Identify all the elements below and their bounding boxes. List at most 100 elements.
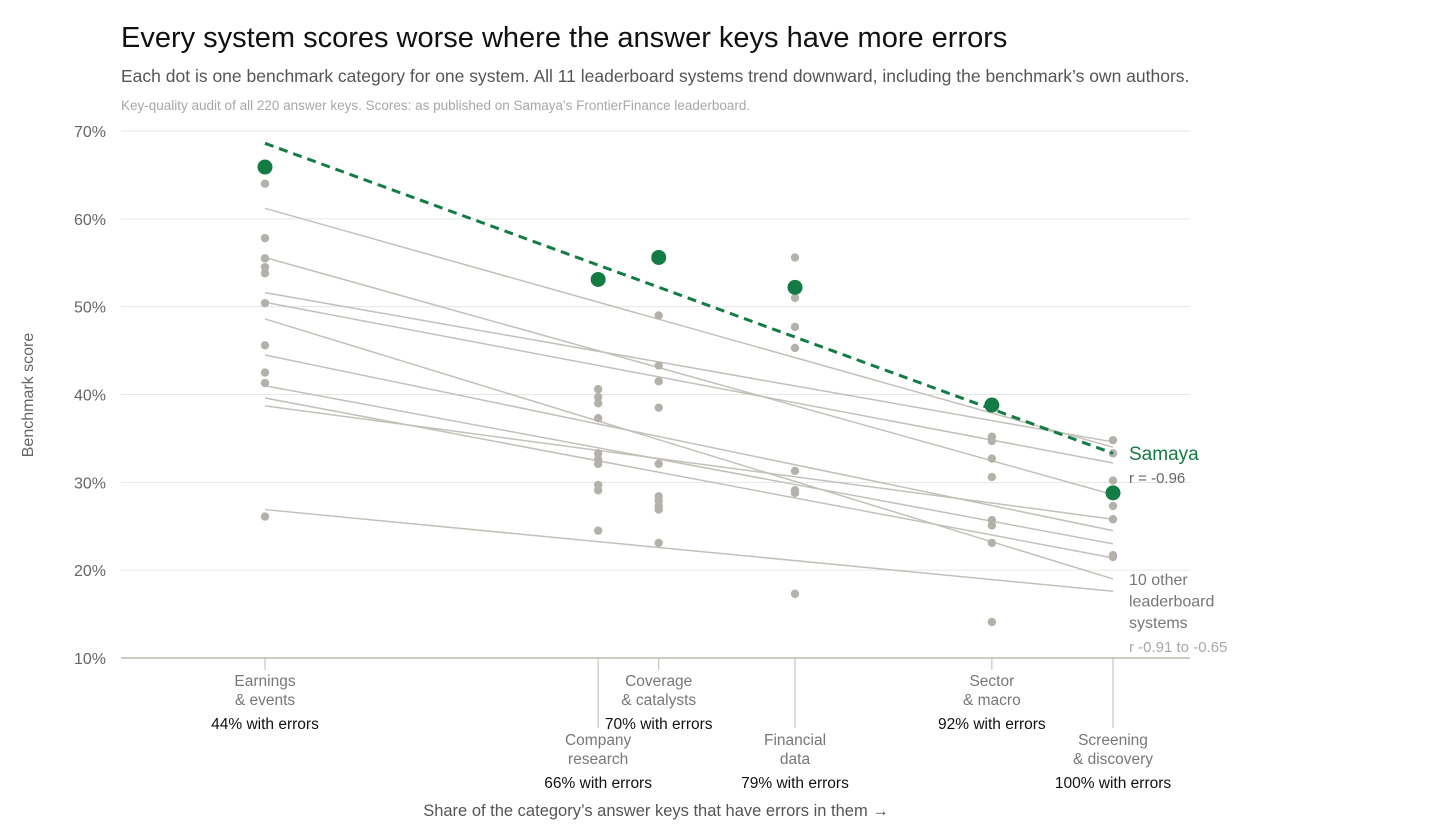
other-system-trendline — [264, 405, 1114, 520]
other-system-point — [1108, 435, 1118, 445]
other-system-point — [593, 392, 603, 402]
other-system-point — [1108, 501, 1118, 511]
other-system-point — [654, 311, 663, 320]
samaya-point — [651, 249, 667, 265]
other-system-point — [593, 459, 603, 469]
category-label: Company — [565, 732, 632, 749]
samaya-label: Samaya — [1129, 444, 1199, 465]
other-system-point — [593, 486, 603, 495]
category-label: & macro — [963, 692, 1021, 709]
other-system-point — [1108, 476, 1118, 485]
category-error-share: 100% with errors — [1055, 775, 1172, 792]
category-label: Screening — [1078, 732, 1148, 749]
other-system-point — [1108, 515, 1118, 524]
other-systems-label: systems — [1129, 615, 1188, 632]
other-system-point — [260, 233, 270, 243]
y-axis-label: Benchmark score — [20, 333, 37, 458]
other-system-point — [260, 269, 270, 278]
other-system-trendline — [264, 318, 1114, 580]
other-system-trendline — [264, 256, 1114, 496]
other-system-trendline — [264, 354, 1114, 532]
other-system-point — [260, 368, 270, 377]
other-system-point — [987, 472, 997, 482]
category-label: data — [780, 751, 811, 768]
other-system-point — [790, 343, 800, 353]
category-label: Coverage — [625, 673, 692, 690]
other-system-trendline — [264, 397, 1114, 559]
category-error-share: 66% with errors — [544, 775, 652, 792]
category-error-share: 70% with errors — [605, 716, 713, 733]
other-system-point — [593, 449, 603, 458]
other-system-point — [260, 254, 270, 263]
other-systems-label: 10 other — [1129, 572, 1188, 589]
gridlines — [121, 130, 1190, 659]
other-system-point — [260, 298, 270, 308]
other-system-point — [593, 385, 603, 394]
other-system-point — [790, 589, 800, 599]
y-tick-label: 70% — [74, 124, 106, 141]
x-axis-label: Share of the category’s answer keys that… — [423, 802, 889, 820]
other-system-point — [790, 322, 800, 332]
other-system-point — [654, 377, 663, 386]
other-systems-trendlines — [264, 207, 1114, 592]
other-system-point — [260, 262, 270, 272]
other-system-point — [987, 454, 997, 463]
other-system-point — [654, 538, 663, 548]
chart-subtitle: Each dot is one benchmark category for o… — [121, 66, 1190, 86]
samaya-point — [590, 271, 606, 287]
samaya-point — [787, 279, 803, 295]
other-system-point — [790, 253, 800, 262]
other-system-trendline — [264, 301, 1114, 464]
other-system-point — [1108, 552, 1118, 562]
other-system-point — [654, 459, 663, 469]
other-systems-r-label: r -0.91 to -0.65 — [1129, 639, 1227, 656]
y-tick-labels: 10% 20% 30% 40% 50% 60% 70% — [74, 124, 106, 668]
other-system-point — [593, 526, 603, 535]
y-tick-label: 50% — [74, 300, 106, 317]
y-tick-label: 60% — [74, 212, 106, 229]
other-system-point — [987, 538, 997, 548]
other-system-point — [790, 466, 800, 476]
other-system-point — [654, 505, 663, 514]
other-system-point — [654, 361, 663, 370]
category-label: & events — [235, 692, 296, 709]
x-axis: Earnings & events 44% with errors Company re… — [211, 658, 1171, 792]
samaya-r-label: r = -0.96 — [1129, 470, 1185, 487]
other-system-point — [987, 617, 997, 627]
other-system-point — [987, 521, 997, 530]
category-label: Financial — [764, 732, 826, 749]
other-systems-label: leaderboard — [1129, 594, 1214, 611]
other-system-trendline — [264, 508, 1114, 592]
other-system-point — [790, 488, 800, 498]
category-label: Sector — [969, 673, 1014, 690]
category-label: research — [568, 751, 628, 768]
other-system-point — [260, 341, 270, 350]
y-tick-label: 10% — [74, 651, 106, 668]
other-system-point — [260, 512, 270, 521]
other-system-point — [593, 399, 603, 408]
other-system-point — [654, 403, 663, 412]
other-system-point — [593, 414, 603, 423]
other-system-point — [987, 436, 997, 446]
other-system-point — [260, 179, 270, 188]
series-labels: Samaya r = -0.96 10 other leaderboard system… — [1129, 444, 1227, 656]
category-label: & catalysts — [621, 692, 696, 709]
other-system-trendline — [264, 291, 1114, 443]
chart-title: Every system scores worse where the answ… — [121, 22, 1008, 54]
category-label: & discovery — [1073, 751, 1153, 768]
y-tick-label: 40% — [74, 388, 106, 405]
other-system-point — [790, 293, 800, 303]
samaya-series — [257, 141, 1121, 501]
other-system-trendline — [264, 207, 1114, 448]
samaya-point — [984, 397, 1000, 413]
category-error-share: 44% with errors — [211, 716, 319, 733]
chart-source-note: Key-quality audit of all 220 answer keys… — [121, 98, 751, 113]
category-error-share: 92% with errors — [938, 716, 1046, 733]
samaya-point — [257, 159, 273, 175]
y-tick-label: 20% — [74, 563, 106, 580]
other-system-trendline — [264, 384, 1114, 545]
other-system-point — [260, 378, 270, 388]
samaya-point — [1105, 485, 1121, 501]
category-error-share: 79% with errors — [741, 775, 849, 792]
